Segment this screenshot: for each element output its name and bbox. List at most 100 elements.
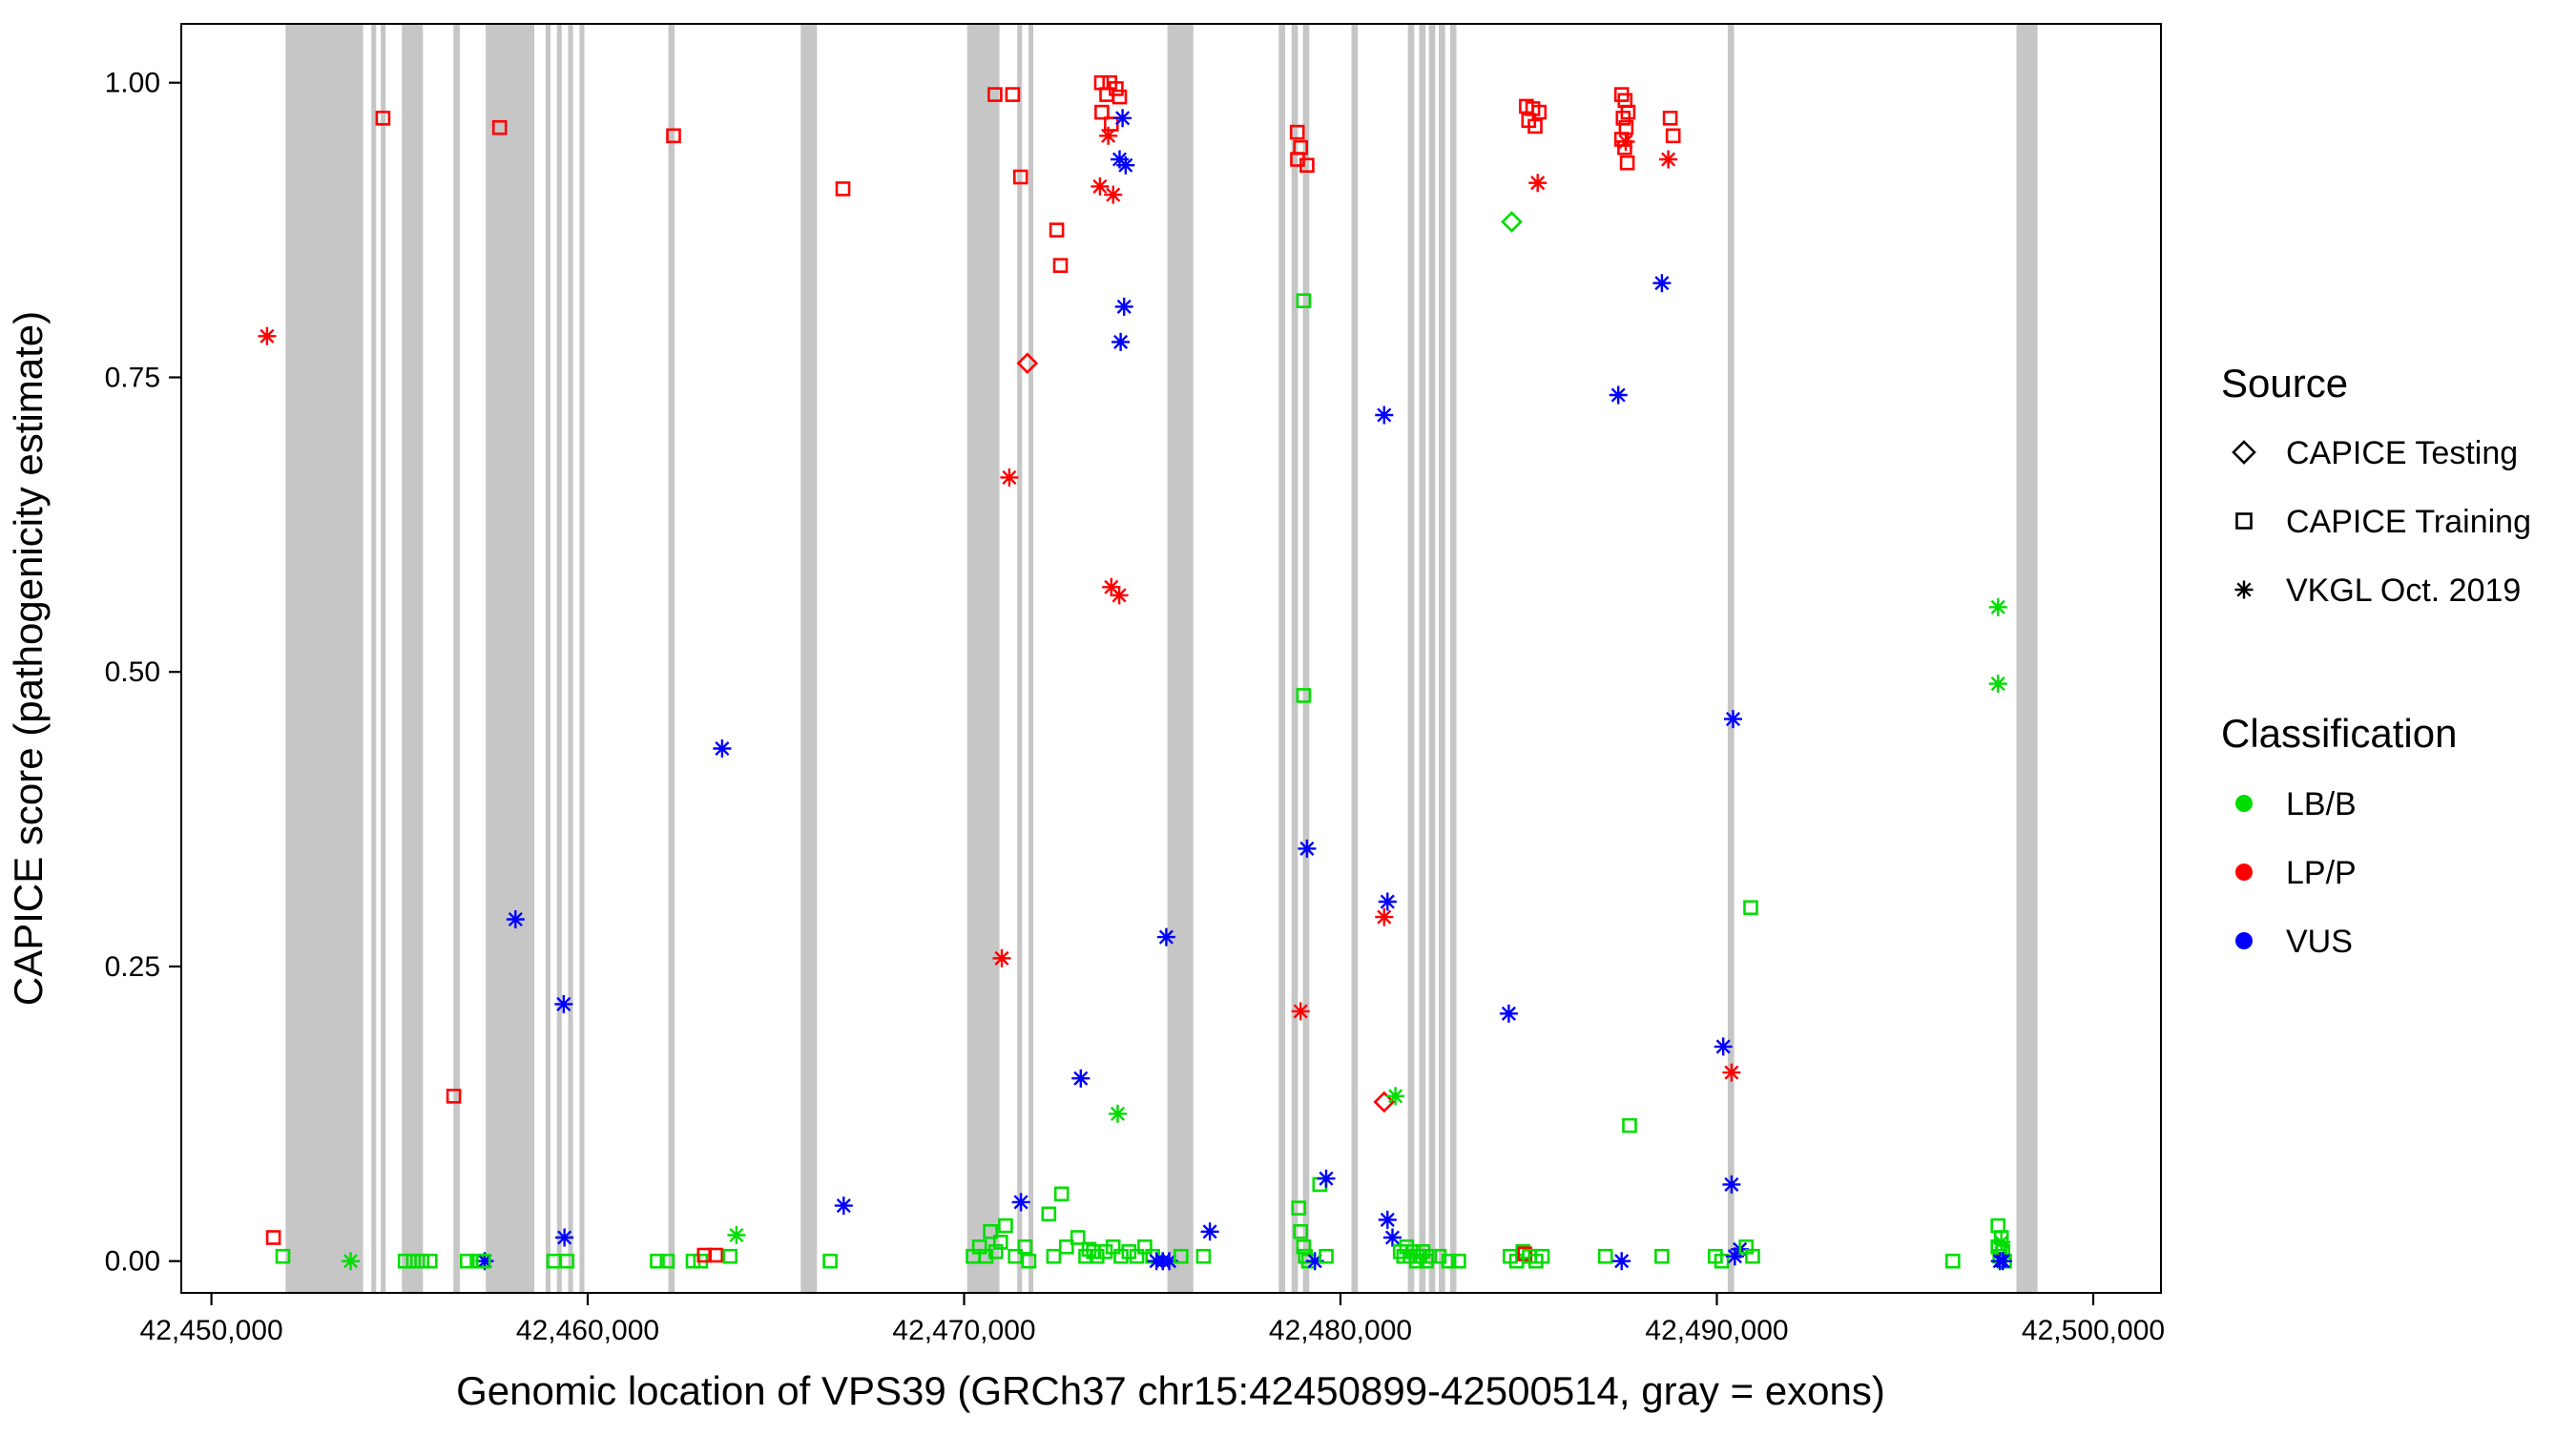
y-tick-label: 1.00 <box>105 68 160 99</box>
data-point-square <box>1441 1253 1457 1269</box>
data-point-square <box>1041 1206 1057 1222</box>
legend-item-lpp: LP/P <box>2235 855 2357 891</box>
legend-item-label: LB/B <box>2286 786 2357 822</box>
data-point-square <box>1422 1248 1438 1264</box>
data-point-asterisk <box>1091 177 1110 196</box>
data-point-asterisk <box>1652 274 1672 293</box>
data-point-square <box>1622 1117 1637 1134</box>
data-point-asterisk <box>1375 406 1394 425</box>
data-point-square <box>275 1248 291 1264</box>
data-point-square <box>1005 87 1021 102</box>
data-point-asterisk <box>1724 710 1742 729</box>
exon-band <box>285 24 364 1293</box>
data-point-square <box>1291 1200 1306 1216</box>
data-point-asterisk <box>1116 156 1135 175</box>
data-point-asterisk <box>1200 1222 1219 1241</box>
data-point-square <box>1527 118 1543 135</box>
data-point-asterisk <box>992 948 1011 968</box>
data-point-square <box>998 1217 1013 1234</box>
data-point-asterisk <box>1993 1252 2012 1271</box>
data-point-asterisk <box>1317 1169 1336 1188</box>
exon-band <box>800 24 818 1293</box>
data-point-square <box>375 111 391 126</box>
legend-item-capice-training: CAPICE Training <box>2235 504 2531 540</box>
data-point-asterisk <box>1612 1252 1631 1271</box>
data-point-asterisk <box>1000 468 1019 487</box>
data-point-square <box>446 1089 462 1104</box>
data-point-square <box>459 1253 475 1269</box>
data-point-square <box>1451 1253 1466 1269</box>
x-tick-label: 42,480,000 <box>1269 1315 1412 1346</box>
data-point-square <box>983 1224 998 1239</box>
data-point-square <box>1012 169 1028 185</box>
data-point-asterisk <box>1291 1002 1310 1021</box>
data-point-asterisk <box>342 1252 360 1271</box>
data-point-square <box>1665 128 1681 144</box>
exon-band <box>1028 24 1034 1293</box>
data-point-asterisk <box>1111 332 1131 351</box>
exon-band <box>1017 24 1023 1293</box>
data-point-square <box>1111 89 1128 105</box>
legend-item-label: CAPICE Testing <box>2286 435 2518 471</box>
data-point-square <box>397 1253 413 1269</box>
legend-classification-title: Classification <box>2221 711 2457 756</box>
data-point-asterisk <box>1099 126 1118 145</box>
legend-item-capice-testing: CAPICE Testing <box>2232 435 2518 471</box>
data-point-asterisk <box>1378 1210 1397 1229</box>
legend-source: Source CAPICE Testing CAPICE Training VK… <box>2221 361 2531 609</box>
data-point-square <box>1070 1230 1086 1245</box>
y-tick-label: 0.25 <box>105 951 160 983</box>
points-layer <box>258 74 2012 1271</box>
exon-bands-layer <box>285 24 2038 1293</box>
asterisk-icon <box>2234 580 2254 599</box>
data-point-asterisk <box>475 1252 494 1271</box>
data-point-asterisk <box>1305 1252 1324 1271</box>
data-point-square <box>1745 1248 1760 1264</box>
x-tick-label: 42,470,000 <box>892 1315 1035 1346</box>
data-point-square <box>1195 1248 1212 1264</box>
data-point-square <box>1121 1244 1137 1259</box>
data-point-asterisk <box>1988 597 2007 616</box>
x-axis: 42,450,000 42,460,000 42,470,000 42,480,000… <box>140 1293 2165 1346</box>
data-point-square <box>559 1253 575 1269</box>
data-point-square <box>1113 1248 1129 1264</box>
x-tick-label: 42,450,000 <box>140 1315 283 1346</box>
data-point-diamond <box>1501 211 1523 233</box>
data-point-diamond <box>1373 1091 1396 1113</box>
exon-band <box>453 24 460 1293</box>
data-point-asterisk <box>1298 839 1317 858</box>
data-point-square <box>1289 124 1305 140</box>
data-point-asterisk <box>1609 385 1628 405</box>
data-point-square <box>1293 1224 1308 1239</box>
data-point-asterisk <box>1375 907 1394 926</box>
data-point-square <box>1597 1248 1613 1264</box>
data-point-square <box>822 1253 838 1269</box>
data-point-square <box>1059 1239 1074 1255</box>
data-point-square <box>1319 1248 1334 1264</box>
data-point-square <box>987 1244 1004 1259</box>
data-point-asterisk <box>1383 1228 1402 1247</box>
data-point-asterisk <box>555 1228 574 1247</box>
lbb-color-dot-icon <box>2235 795 2253 812</box>
data-point-square <box>1021 1253 1037 1269</box>
data-point-square <box>422 1253 438 1269</box>
data-point-asterisk <box>834 1197 853 1216</box>
exon-band <box>1439 24 1445 1293</box>
data-point-asterisk <box>1659 150 1678 169</box>
data-point-square <box>491 119 508 135</box>
data-point-square <box>1296 1239 1312 1255</box>
data-point-asterisk <box>727 1226 746 1244</box>
data-point-asterisk <box>713 739 732 758</box>
data-point-asterisk <box>1071 1069 1091 1088</box>
square-icon <box>2235 512 2253 530</box>
data-point-square <box>1990 1239 2005 1255</box>
data-point-square <box>1296 688 1312 703</box>
data-point-square <box>1094 104 1110 120</box>
data-point-asterisk <box>1725 1247 1744 1266</box>
data-point-asterisk <box>554 994 573 1013</box>
data-point-square <box>475 1253 491 1269</box>
data-point-square <box>1296 293 1312 309</box>
data-point-square <box>1743 900 1758 916</box>
